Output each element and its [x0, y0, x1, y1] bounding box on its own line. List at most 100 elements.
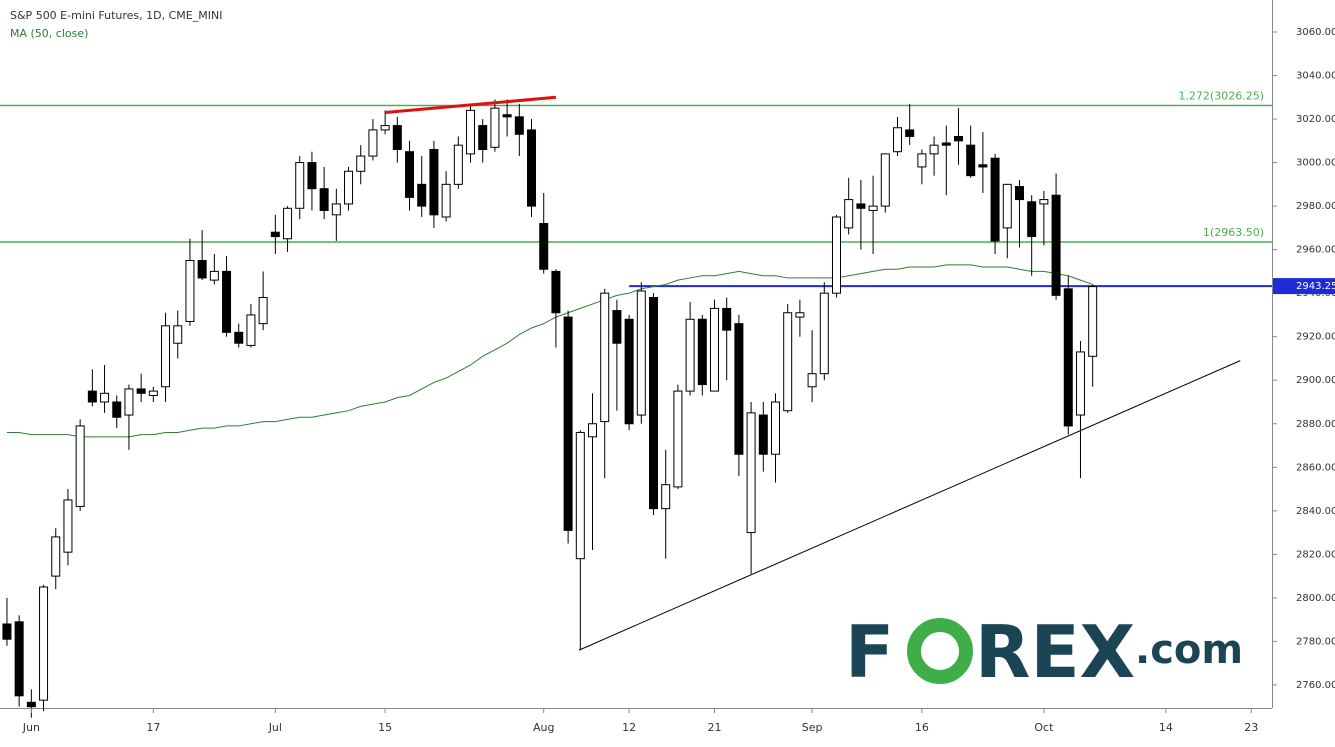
- candle-body: [490, 107, 500, 148]
- candle-body: [197, 260, 207, 279]
- price-label: 2943.25: [1296, 281, 1335, 292]
- logo-text: F: [845, 610, 894, 694]
- x-tick-label: 16: [915, 721, 929, 734]
- candle-body: [978, 164, 988, 168]
- candle-body: [868, 205, 878, 211]
- logo-text: REX: [975, 610, 1135, 694]
- candle-body: [612, 310, 622, 344]
- logo-text: .com: [1135, 627, 1243, 673]
- y-tick-label: 2960.00: [1296, 245, 1335, 256]
- candle-body: [331, 203, 341, 216]
- x-tick-label: Oct: [1034, 721, 1054, 734]
- candle-body: [880, 153, 890, 207]
- candle-body: [575, 431, 585, 560]
- candle-body: [636, 290, 646, 416]
- candle-body: [831, 216, 841, 294]
- candle-body: [417, 183, 427, 207]
- candle-body: [807, 373, 817, 388]
- candle-body: [917, 153, 927, 168]
- y-tick-label: 2760.00: [1296, 680, 1335, 691]
- y-tick-label: 3060.00: [1296, 27, 1335, 38]
- candle-body: [966, 144, 976, 177]
- candle-body: [222, 270, 232, 333]
- candle-body: [466, 109, 476, 155]
- candle-body: [844, 199, 854, 229]
- candle-body: [453, 144, 463, 185]
- candle-body: [478, 125, 488, 151]
- candle-body: [51, 536, 61, 577]
- candle-body: [39, 586, 49, 701]
- candle-body: [136, 388, 146, 394]
- candle-body: [770, 401, 780, 455]
- level-label: 1(2963.50): [1203, 226, 1264, 239]
- candle-body: [722, 307, 732, 331]
- candle-body: [1014, 186, 1024, 201]
- candle-body: [234, 331, 244, 344]
- candle-body: [441, 183, 451, 218]
- candle-body: [319, 188, 329, 211]
- y-tick-label: 2920.00: [1296, 332, 1335, 343]
- candle-body: [1051, 194, 1061, 296]
- candle-body: [539, 223, 549, 270]
- candle-body: [892, 127, 902, 153]
- candle-body: [258, 297, 268, 325]
- ma-line: [6, 264, 1093, 438]
- price-tag: [1273, 278, 1335, 295]
- candle-body: [1027, 201, 1037, 238]
- candle-body: [795, 312, 805, 318]
- x-tick-label: Jun: [22, 721, 40, 734]
- candle-body: [905, 129, 915, 137]
- candle-body: [783, 312, 793, 412]
- chart-title: S&P 500 E-mini Futures, 1D, CME_MINI: [10, 9, 222, 22]
- candle-body: [685, 318, 695, 392]
- candle-body: [405, 151, 415, 198]
- candle-body: [563, 316, 573, 531]
- candle-body: [624, 318, 634, 425]
- candle-body: [26, 701, 36, 708]
- candle-body: [392, 125, 402, 151]
- x-tick-label: Aug: [533, 721, 554, 734]
- candle-body: [527, 129, 537, 207]
- x-tick-label: Sep: [802, 721, 823, 734]
- y-tick-label: 3020.00: [1296, 114, 1335, 125]
- candle-body: [710, 307, 720, 392]
- candle-body: [600, 292, 610, 423]
- candle-body: [75, 425, 85, 507]
- candle-body: [270, 231, 280, 238]
- candle-body: [429, 149, 439, 216]
- candle-body: [246, 314, 256, 346]
- x-tick-label: 15: [378, 721, 392, 734]
- x-tick-label: 14: [1159, 721, 1173, 734]
- candle-body: [953, 135, 963, 142]
- candle-body: [1075, 351, 1085, 416]
- candle-body: [209, 270, 219, 281]
- x-tick-label: 12: [622, 721, 636, 734]
- x-tick-label: 17: [146, 721, 160, 734]
- y-tick-label: 3040.00: [1296, 71, 1335, 82]
- y-tick-label: 2900.00: [1296, 375, 1335, 386]
- candle-body: [819, 292, 829, 375]
- candle-body: [661, 484, 671, 510]
- y-tick-label: 2980.00: [1296, 201, 1335, 212]
- candle-body: [307, 162, 317, 190]
- candle-body: [148, 390, 158, 396]
- candle-body: [124, 388, 134, 416]
- candle-body: [1002, 183, 1012, 229]
- candle-body: [173, 325, 183, 344]
- candle-body: [673, 390, 683, 488]
- candle-body: [356, 155, 366, 172]
- x-tick-label: Jul: [268, 721, 282, 734]
- candle-body: [100, 392, 110, 403]
- candle-body: [344, 170, 354, 205]
- y-tick-label: 2800.00: [1296, 593, 1335, 604]
- y-tick-label: 2780.00: [1296, 636, 1335, 647]
- candle-body: [856, 203, 866, 209]
- candle-body: [929, 144, 939, 155]
- trendline: [384, 95, 557, 115]
- candle-body: [112, 401, 122, 418]
- logo-o: [907, 618, 973, 684]
- trendline: [578, 360, 1241, 651]
- candle-body: [1088, 286, 1098, 357]
